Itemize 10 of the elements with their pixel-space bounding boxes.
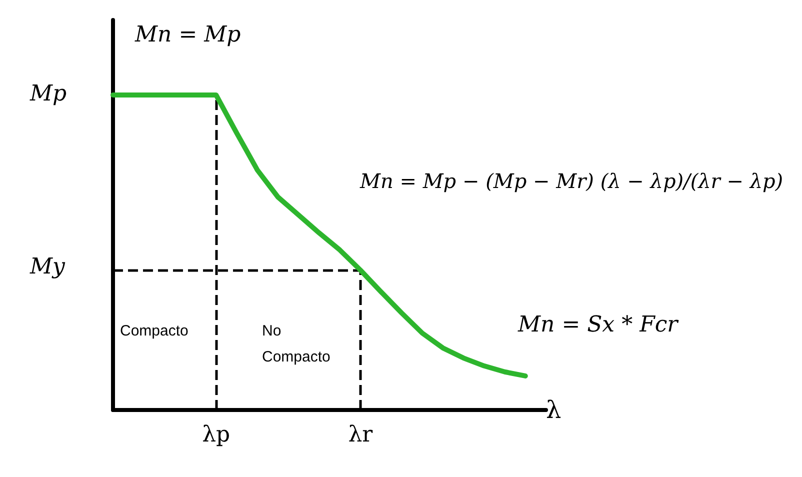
annotation: Mn = Mp − (Mp − Mr) (λ − λp)/(λr − λp) [359,169,784,193]
text: Mn = Mp [134,22,241,48]
ref-line-label: My [29,254,66,280]
x-tick-label: λp [202,422,230,448]
x-tick-label: λr [348,422,374,448]
annotation: Compacto [120,322,188,340]
annotation: No Compacto [262,322,330,366]
annotation: Mn = Sx * Fcr [517,312,680,338]
text: Mp [29,82,67,106]
x-axis-title: λ [546,396,562,424]
